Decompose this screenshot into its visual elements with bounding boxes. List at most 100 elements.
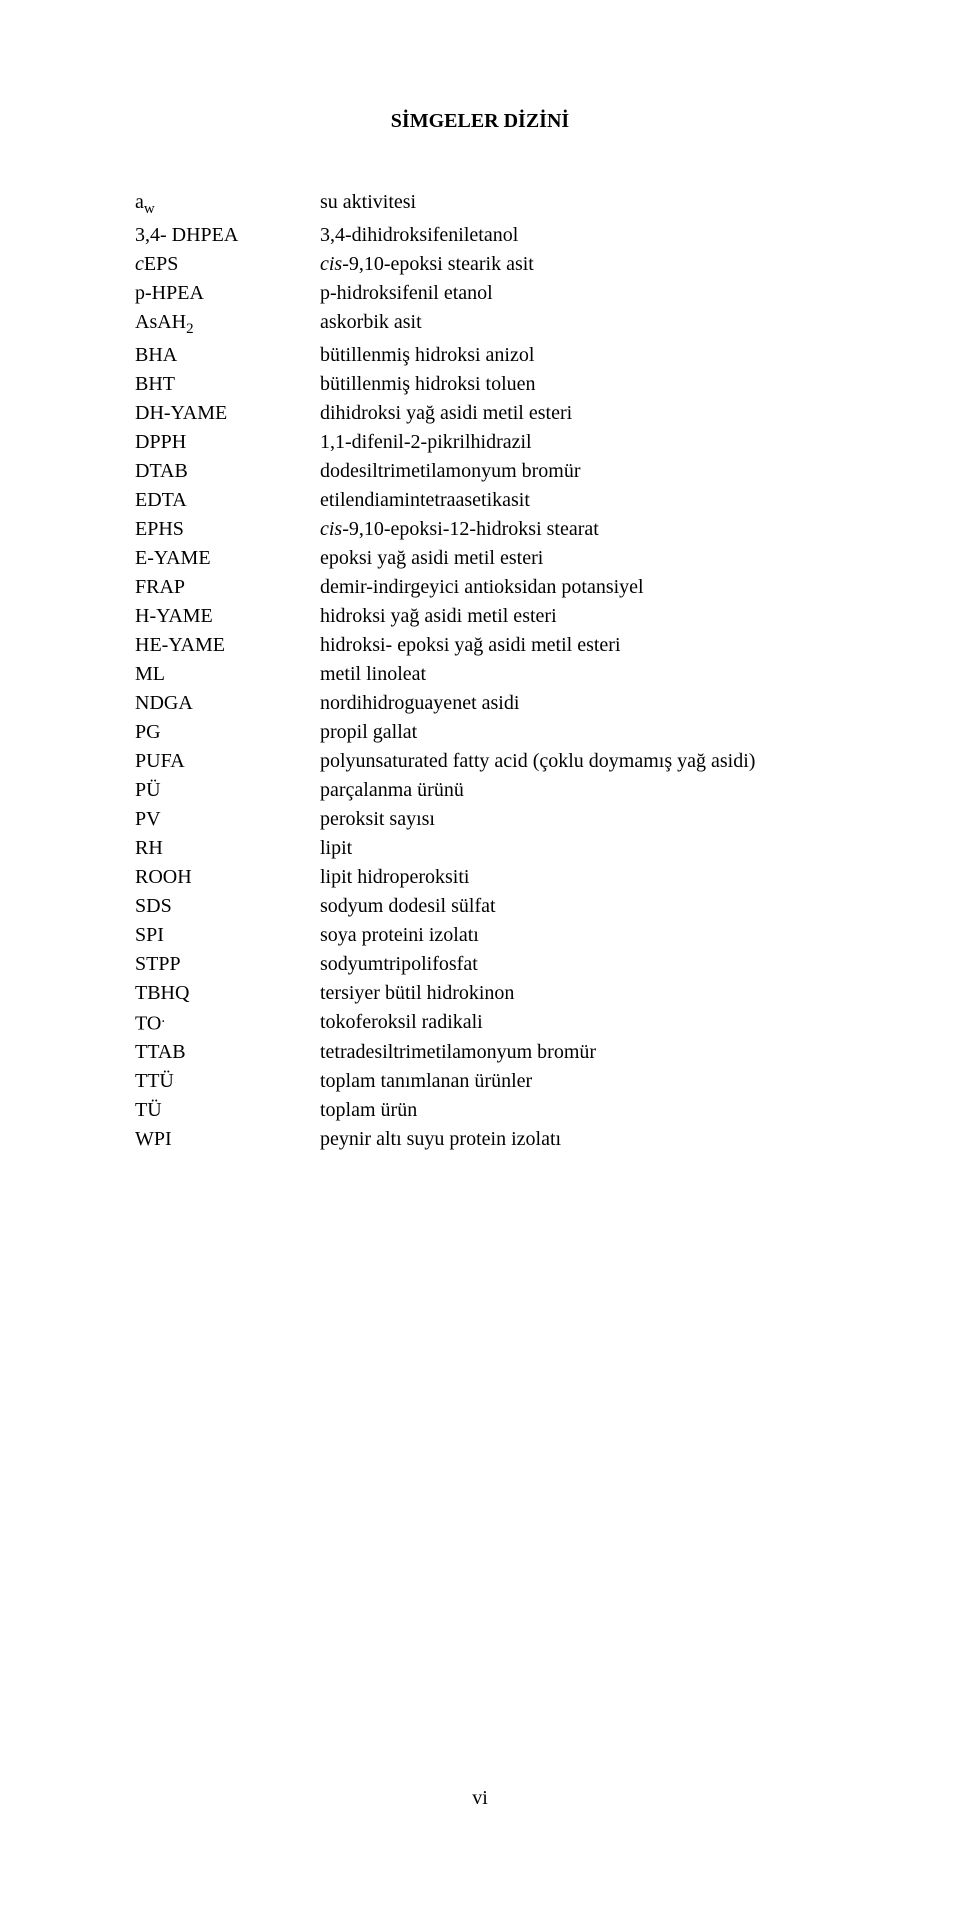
entry-row: FRAPdemir-indirgeyici antioksidan potans… (135, 573, 825, 602)
entry-desc: epoksi yağ asidi metil esteri (320, 544, 825, 573)
entry-abbr: EPHS (135, 515, 320, 544)
entry-abbr: SPI (135, 921, 320, 950)
entry-abbr: NDGA (135, 689, 320, 718)
entry-desc: toplam tanımlanan ürünler (320, 1067, 825, 1096)
entry-abbr: H-YAME (135, 602, 320, 631)
entry-row: DH-YAMEdihidroksi yağ asidi metil esteri (135, 399, 825, 428)
entry-row: PVperoksit sayısı (135, 805, 825, 834)
entry-row: SDSsodyum dodesil sülfat (135, 892, 825, 921)
entry-desc: cis-9,10-epoksi stearik asit (320, 250, 825, 279)
entry-abbr: BHT (135, 370, 320, 399)
entry-abbr: TTÜ (135, 1067, 320, 1096)
page-number: vi (0, 1787, 960, 1810)
entry-abbr: PV (135, 805, 320, 834)
entry-row: PÜparçalanma ürünü (135, 776, 825, 805)
entry-row: TBHQtersiyer bütil hidrokinon (135, 979, 825, 1008)
entry-abbr: 3,4- DHPEA (135, 221, 320, 250)
entry-abbr: HE-YAME (135, 631, 320, 660)
entry-row: MLmetil linoleat (135, 660, 825, 689)
entry-row: E-YAMEepoksi yağ asidi metil esteri (135, 544, 825, 573)
entry-abbr: cEPS (135, 250, 320, 279)
entry-abbr: FRAP (135, 573, 320, 602)
entry-row: TÜtoplam ürün (135, 1096, 825, 1125)
entry-desc: peynir altı suyu protein izolatı (320, 1125, 825, 1154)
entry-row: TO.tokoferoksil radikali (135, 1008, 825, 1039)
entry-desc: etilendiamintetraasetikasit (320, 486, 825, 515)
entry-row: TTABtetradesiltrimetilamonyum bromür (135, 1038, 825, 1067)
entry-desc: bütillenmiş hidroksi anizol (320, 341, 825, 370)
entry-desc: cis-9,10-epoksi-12-hidroksi stearat (320, 515, 825, 544)
entry-desc: dodesiltrimetilamonyum bromür (320, 457, 825, 486)
entry-row: H-YAMEhidroksi yağ asidi metil esteri (135, 602, 825, 631)
entry-row: 3,4- DHPEA3,4-dihidroksifeniletanol (135, 221, 825, 250)
entry-row: PGpropil gallat (135, 718, 825, 747)
entry-abbr: TBHQ (135, 979, 320, 1008)
entry-desc: 1,1-difenil-2-pikrilhidrazil (320, 428, 825, 457)
entry-desc: hidroksi yağ asidi metil esteri (320, 602, 825, 631)
entry-abbr: RH (135, 834, 320, 863)
entry-desc: demir-indirgeyici antioksidan potansiyel (320, 573, 825, 602)
entry-desc: propil gallat (320, 718, 825, 747)
entry-desc: polyunsaturated fatty acid (çoklu doymam… (320, 747, 825, 776)
entry-desc: hidroksi- epoksi yağ asidi metil esteri (320, 631, 825, 660)
entry-row: p-HPEAp-hidroksifenil etanol (135, 279, 825, 308)
entry-desc: bütillenmiş hidroksi toluen (320, 370, 825, 399)
entry-abbr: aw (135, 188, 320, 221)
entry-abbr: AsAH2 (135, 308, 320, 341)
entry-desc: tetradesiltrimetilamonyum bromür (320, 1038, 825, 1067)
entry-abbr: TO. (135, 1008, 320, 1039)
entry-abbr: ML (135, 660, 320, 689)
page-title: SİMGELER DİZİNİ (135, 110, 825, 133)
entry-row: awsu aktivitesi (135, 188, 825, 221)
entry-row: EPHScis-9,10-epoksi-12-hidroksi stearat (135, 515, 825, 544)
entry-desc: metil linoleat (320, 660, 825, 689)
entry-desc: askorbik asit (320, 308, 825, 341)
page: SİMGELER DİZİNİ awsu aktivitesi3,4- DHPE… (0, 0, 960, 1915)
entry-row: cEPScis-9,10-epoksi stearik asit (135, 250, 825, 279)
entry-abbr: DTAB (135, 457, 320, 486)
entry-row: WPIpeynir altı suyu protein izolatı (135, 1125, 825, 1154)
entry-abbr: WPI (135, 1125, 320, 1154)
entry-abbr: STPP (135, 950, 320, 979)
entry-row: DPPH1,1-difenil-2-pikrilhidrazil (135, 428, 825, 457)
entry-abbr: ROOH (135, 863, 320, 892)
entry-desc: lipit hidroperoksiti (320, 863, 825, 892)
entry-row: EDTAetilendiamintetraasetikasit (135, 486, 825, 515)
entry-desc: toplam ürün (320, 1096, 825, 1125)
entry-abbr: SDS (135, 892, 320, 921)
entry-abbr: p-HPEA (135, 279, 320, 308)
entry-abbr: PÜ (135, 776, 320, 805)
entry-desc: soya proteini izolatı (320, 921, 825, 950)
entry-row: AsAH2askorbik asit (135, 308, 825, 341)
entry-abbr: BHA (135, 341, 320, 370)
entry-abbr: EDTA (135, 486, 320, 515)
entry-desc: parçalanma ürünü (320, 776, 825, 805)
entry-abbr: PUFA (135, 747, 320, 776)
entry-row: SPIsoya proteini izolatı (135, 921, 825, 950)
entry-row: PUFApolyunsaturated fatty acid (çoklu do… (135, 747, 825, 776)
entry-desc: peroksit sayısı (320, 805, 825, 834)
entry-desc: tersiyer bütil hidrokinon (320, 979, 825, 1008)
entry-abbr: TÜ (135, 1096, 320, 1125)
entry-desc: lipit (320, 834, 825, 863)
entry-desc: sodyumtripolifosfat (320, 950, 825, 979)
entry-row: HE-YAMEhidroksi- epoksi yağ asidi metil … (135, 631, 825, 660)
entry-row: NDGAnordihidroguayenet asidi (135, 689, 825, 718)
entry-desc: dihidroksi yağ asidi metil esteri (320, 399, 825, 428)
entry-row: BHAbütillenmiş hidroksi anizol (135, 341, 825, 370)
entry-abbr: DH-YAME (135, 399, 320, 428)
entry-abbr: E-YAME (135, 544, 320, 573)
entry-row: TTÜtoplam tanımlanan ürünler (135, 1067, 825, 1096)
entry-desc: tokoferoksil radikali (320, 1008, 825, 1039)
entry-abbr: PG (135, 718, 320, 747)
entry-abbr: TTAB (135, 1038, 320, 1067)
entry-desc: p-hidroksifenil etanol (320, 279, 825, 308)
entry-row: RHlipit (135, 834, 825, 863)
entry-row: BHTbütillenmiş hidroksi toluen (135, 370, 825, 399)
entry-row: ROOHlipit hidroperoksiti (135, 863, 825, 892)
entry-desc: 3,4-dihidroksifeniletanol (320, 221, 825, 250)
entries-list: awsu aktivitesi3,4- DHPEA3,4-dihidroksif… (135, 188, 825, 1154)
entry-desc: sodyum dodesil sülfat (320, 892, 825, 921)
entry-desc: nordihidroguayenet asidi (320, 689, 825, 718)
entry-desc: su aktivitesi (320, 188, 825, 221)
